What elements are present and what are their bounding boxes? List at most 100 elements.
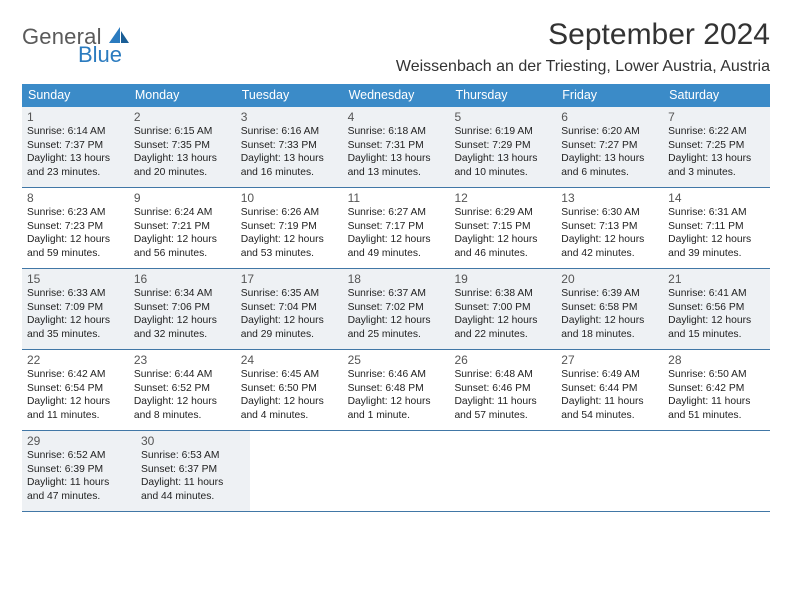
location-text: Weissenbach an der Triesting, Lower Aust…: [396, 58, 770, 76]
day-info-line: Sunset: 7:21 PM: [134, 220, 231, 234]
day-info-line: and 42 minutes.: [561, 247, 658, 261]
day-info-line: Sunrise: 6:45 AM: [241, 368, 338, 382]
empty-cell: [250, 431, 354, 511]
day-info-line: and 46 minutes.: [454, 247, 551, 261]
day-info-line: Sunset: 7:17 PM: [348, 220, 445, 234]
day-info-line: Daylight: 11 hours: [454, 395, 551, 409]
day-cell: 16Sunrise: 6:34 AMSunset: 7:06 PMDayligh…: [129, 269, 236, 349]
day-info-line: Daylight: 12 hours: [241, 314, 338, 328]
day-info-line: Daylight: 13 hours: [668, 152, 765, 166]
brand-logo: General Blue: [22, 18, 131, 50]
day-cell: 1Sunrise: 6:14 AMSunset: 7:37 PMDaylight…: [22, 107, 129, 187]
day-info-line: Sunrise: 6:41 AM: [668, 287, 765, 301]
day-info-line: and 3 minutes.: [668, 166, 765, 180]
empty-cell: [458, 431, 562, 511]
day-info-line: Daylight: 13 hours: [27, 152, 124, 166]
day-info-line: Sunrise: 6:30 AM: [561, 206, 658, 220]
day-info-line: and 1 minute.: [348, 409, 445, 423]
day-info-line: Sunrise: 6:44 AM: [134, 368, 231, 382]
day-info-line: Daylight: 12 hours: [668, 314, 765, 328]
day-info-line: Sunset: 6:50 PM: [241, 382, 338, 396]
day-cell: 21Sunrise: 6:41 AMSunset: 6:56 PMDayligh…: [663, 269, 770, 349]
day-info-line: Daylight: 12 hours: [348, 395, 445, 409]
day-info-line: and 39 minutes.: [668, 247, 765, 261]
day-cell: 23Sunrise: 6:44 AMSunset: 6:52 PMDayligh…: [129, 350, 236, 430]
weekday-header: Tuesday: [236, 84, 343, 107]
month-title: September 2024: [396, 18, 770, 52]
day-number: 12: [454, 191, 551, 205]
day-cell: 15Sunrise: 6:33 AMSunset: 7:09 PMDayligh…: [22, 269, 129, 349]
day-info-line: Daylight: 13 hours: [348, 152, 445, 166]
day-cell: 29Sunrise: 6:52 AMSunset: 6:39 PMDayligh…: [22, 431, 136, 511]
day-info-line: Sunset: 6:46 PM: [454, 382, 551, 396]
day-info-line: and 29 minutes.: [241, 328, 338, 342]
day-info-line: Sunset: 7:19 PM: [241, 220, 338, 234]
weeks-container: 1Sunrise: 6:14 AMSunset: 7:37 PMDaylight…: [22, 107, 770, 512]
day-info-line: Sunset: 7:25 PM: [668, 139, 765, 153]
calendar-week: 22Sunrise: 6:42 AMSunset: 6:54 PMDayligh…: [22, 350, 770, 431]
day-info-line: Sunrise: 6:19 AM: [454, 125, 551, 139]
day-info-line: Sunset: 7:13 PM: [561, 220, 658, 234]
day-info-line: Sunrise: 6:29 AM: [454, 206, 551, 220]
day-cell: 30Sunrise: 6:53 AMSunset: 6:37 PMDayligh…: [136, 431, 250, 511]
calendar-week: 1Sunrise: 6:14 AMSunset: 7:37 PMDaylight…: [22, 107, 770, 188]
day-info-line: Daylight: 12 hours: [134, 233, 231, 247]
calendar-week: 8Sunrise: 6:23 AMSunset: 7:23 PMDaylight…: [22, 188, 770, 269]
day-info-line: Sunrise: 6:38 AM: [454, 287, 551, 301]
day-info-line: Sunrise: 6:35 AM: [241, 287, 338, 301]
day-info-line: and 32 minutes.: [134, 328, 231, 342]
day-cell: 6Sunrise: 6:20 AMSunset: 7:27 PMDaylight…: [556, 107, 663, 187]
day-number: 15: [27, 272, 124, 286]
day-info-line: Daylight: 12 hours: [27, 314, 124, 328]
day-info-line: Sunrise: 6:27 AM: [348, 206, 445, 220]
day-info-line: and 25 minutes.: [348, 328, 445, 342]
day-info-line: Daylight: 12 hours: [348, 314, 445, 328]
day-info-line: Daylight: 12 hours: [454, 233, 551, 247]
weekday-header-row: Sunday Monday Tuesday Wednesday Thursday…: [22, 84, 770, 107]
day-info-line: Sunset: 6:58 PM: [561, 301, 658, 315]
day-info-line: and 11 minutes.: [27, 409, 124, 423]
day-number: 30: [141, 434, 245, 448]
day-info-line: and 16 minutes.: [241, 166, 338, 180]
day-info-line: and 8 minutes.: [134, 409, 231, 423]
day-info-line: Sunrise: 6:50 AM: [668, 368, 765, 382]
day-info-line: Sunrise: 6:24 AM: [134, 206, 231, 220]
day-info-line: Sunrise: 6:20 AM: [561, 125, 658, 139]
weekday-header: Thursday: [449, 84, 556, 107]
day-cell: 13Sunrise: 6:30 AMSunset: 7:13 PMDayligh…: [556, 188, 663, 268]
empty-cell: [562, 431, 666, 511]
day-info-line: Sunset: 6:56 PM: [668, 301, 765, 315]
day-cell: 9Sunrise: 6:24 AMSunset: 7:21 PMDaylight…: [129, 188, 236, 268]
day-number: 5: [454, 110, 551, 124]
brand-name-part2-wrap: Blue: [78, 42, 122, 68]
calendar-page: General Blue September 2024 Weissenbach …: [0, 0, 792, 612]
day-info-line: Sunset: 7:33 PM: [241, 139, 338, 153]
day-number: 6: [561, 110, 658, 124]
day-cell: 25Sunrise: 6:46 AMSunset: 6:48 PMDayligh…: [343, 350, 450, 430]
day-number: 1: [27, 110, 124, 124]
day-number: 17: [241, 272, 338, 286]
day-info-line: Sunrise: 6:33 AM: [27, 287, 124, 301]
day-info-line: Sunset: 6:42 PM: [668, 382, 765, 396]
day-info-line: Sunset: 7:02 PM: [348, 301, 445, 315]
day-cell: 5Sunrise: 6:19 AMSunset: 7:29 PMDaylight…: [449, 107, 556, 187]
day-info-line: Daylight: 11 hours: [561, 395, 658, 409]
day-number: 24: [241, 353, 338, 367]
day-info-line: Sunrise: 6:37 AM: [348, 287, 445, 301]
day-cell: 22Sunrise: 6:42 AMSunset: 6:54 PMDayligh…: [22, 350, 129, 430]
day-cell: 18Sunrise: 6:37 AMSunset: 7:02 PMDayligh…: [343, 269, 450, 349]
title-block: September 2024 Weissenbach an der Triest…: [396, 18, 770, 76]
day-info-line: Sunset: 7:04 PM: [241, 301, 338, 315]
day-cell: 12Sunrise: 6:29 AMSunset: 7:15 PMDayligh…: [449, 188, 556, 268]
weekday-header: Sunday: [22, 84, 129, 107]
day-info-line: Daylight: 12 hours: [454, 314, 551, 328]
day-cell: 17Sunrise: 6:35 AMSunset: 7:04 PMDayligh…: [236, 269, 343, 349]
day-info-line: and 22 minutes.: [454, 328, 551, 342]
empty-cell: [666, 431, 770, 511]
day-info-line: Sunrise: 6:22 AM: [668, 125, 765, 139]
day-info-line: Daylight: 13 hours: [241, 152, 338, 166]
day-cell: 7Sunrise: 6:22 AMSunset: 7:25 PMDaylight…: [663, 107, 770, 187]
day-cell: 14Sunrise: 6:31 AMSunset: 7:11 PMDayligh…: [663, 188, 770, 268]
day-info-line: Daylight: 13 hours: [561, 152, 658, 166]
day-info-line: Sunrise: 6:14 AM: [27, 125, 124, 139]
